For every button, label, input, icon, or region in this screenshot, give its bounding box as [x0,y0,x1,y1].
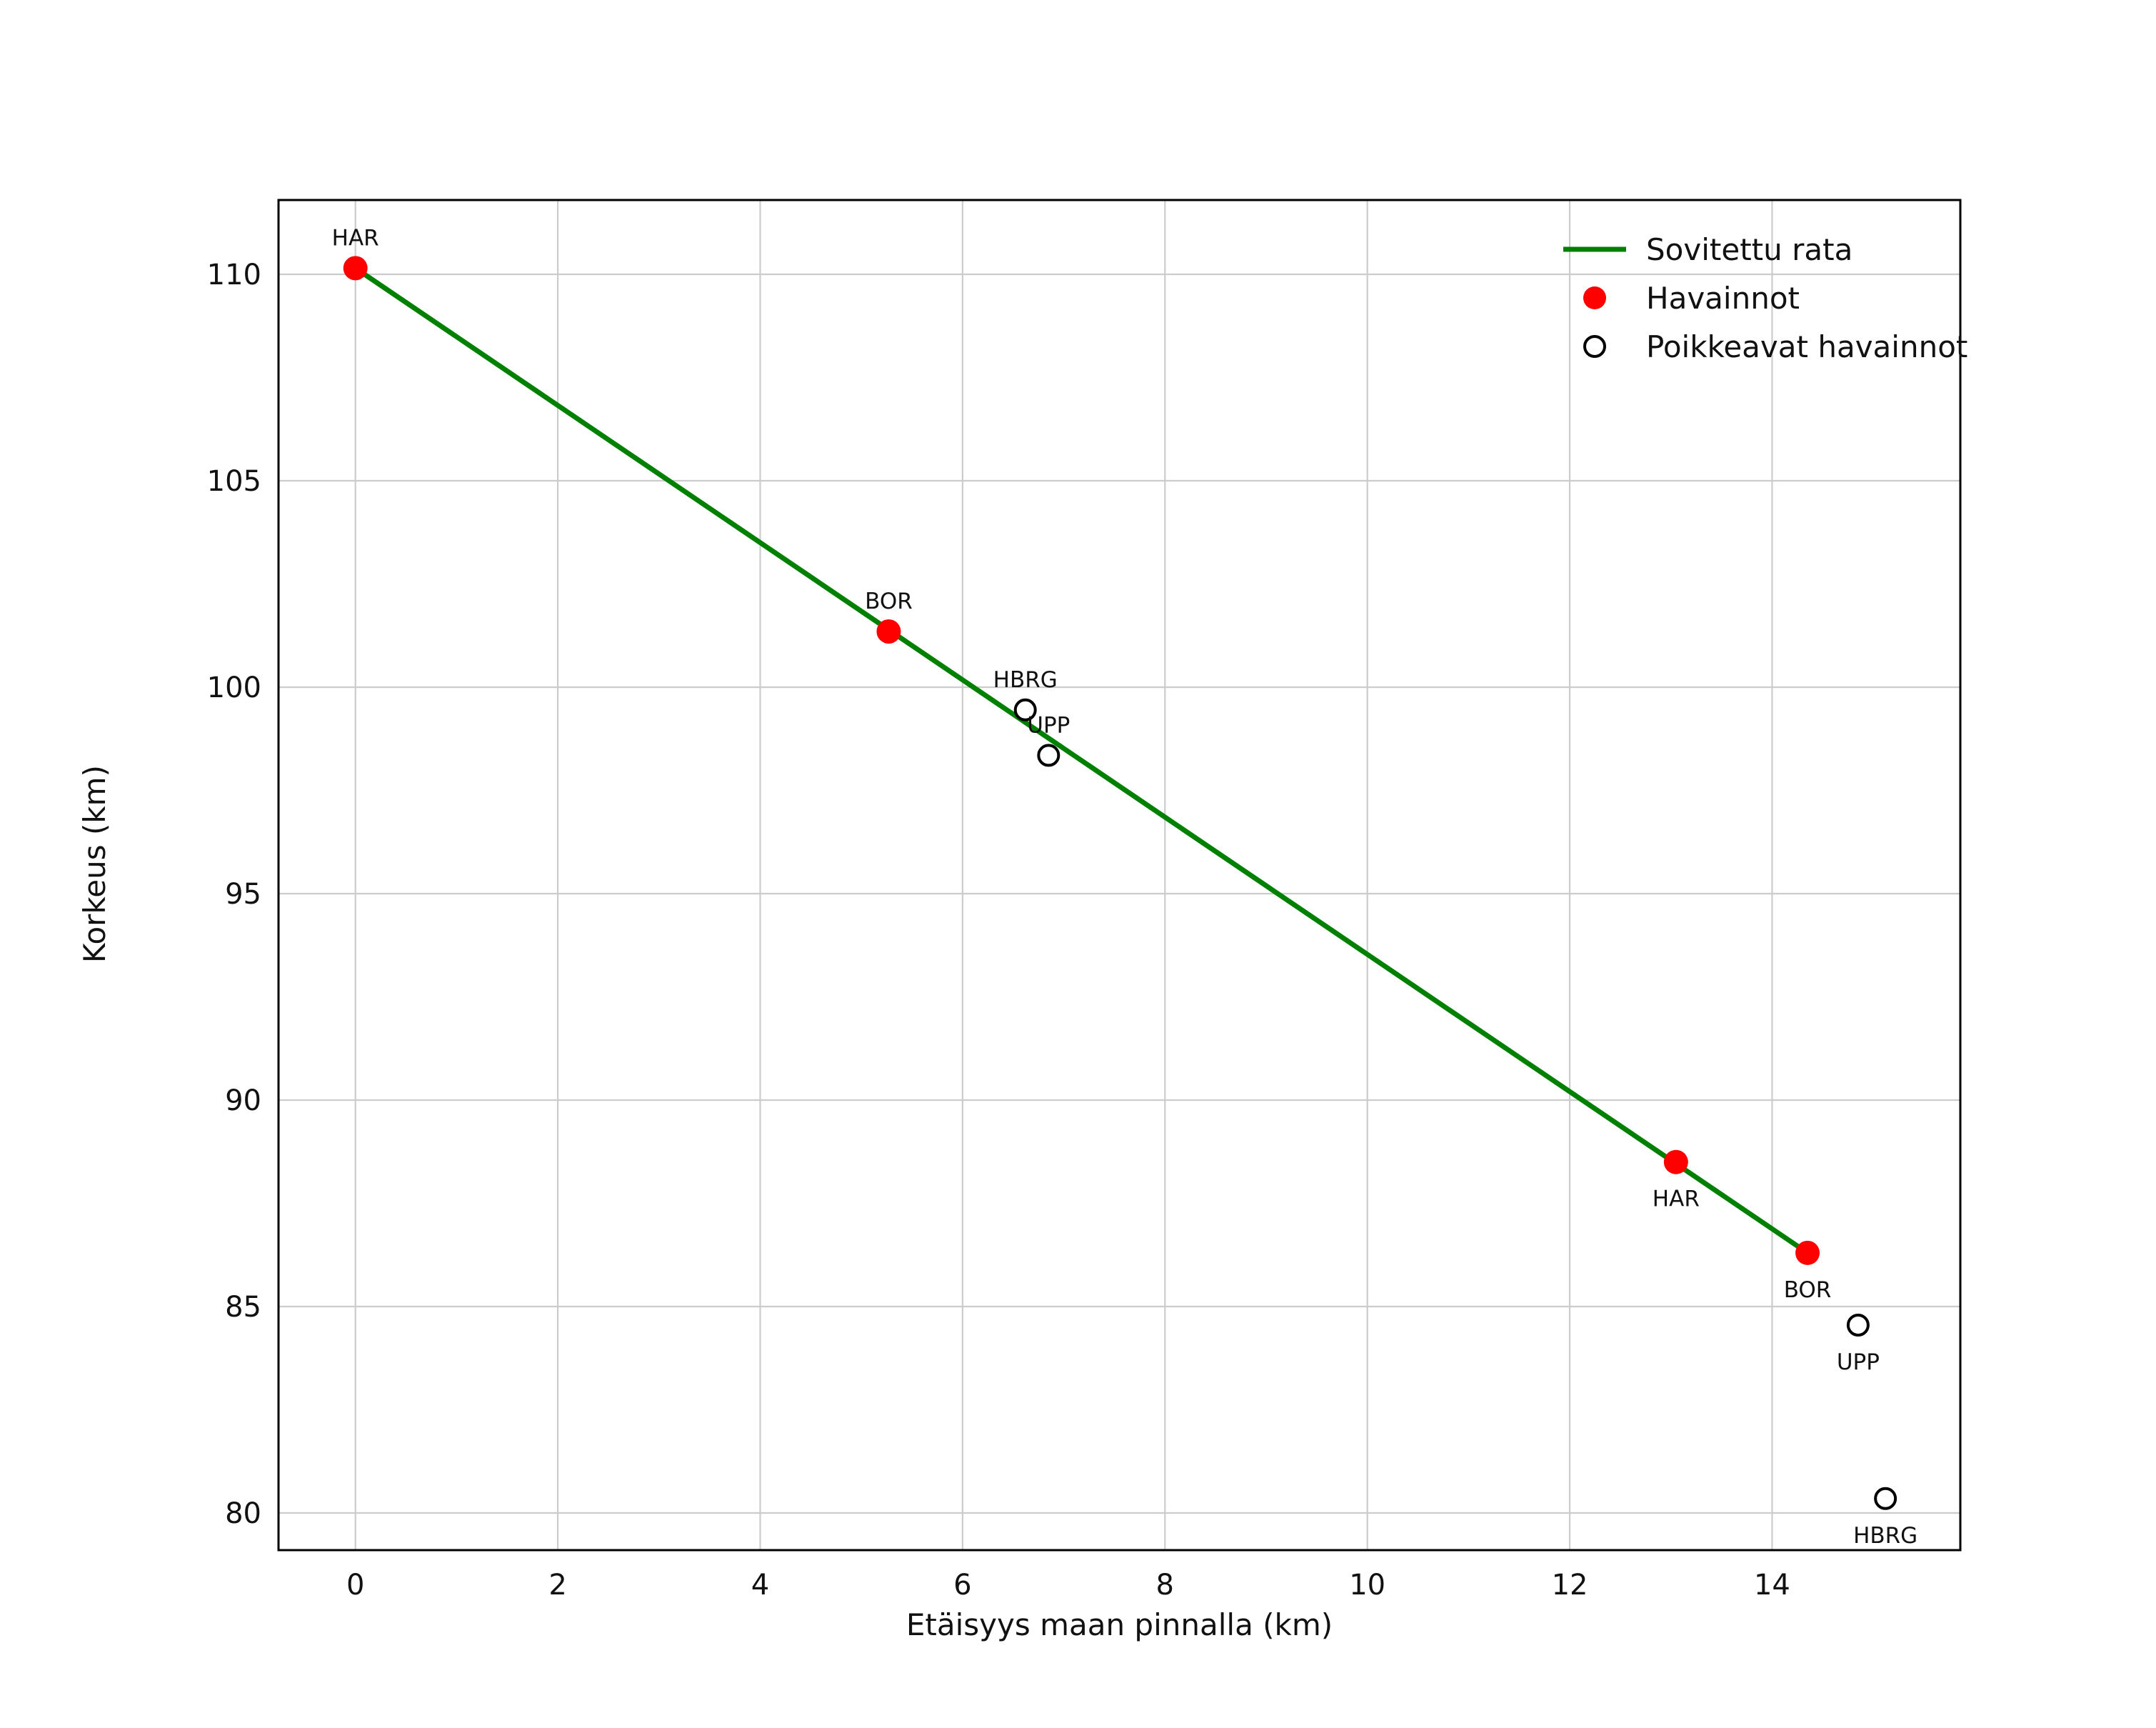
observation-point [1663,1149,1688,1174]
x-tick-label: 2 [548,1569,566,1602]
outlier-point [1846,1314,1870,1337]
x-tick-label: 8 [1156,1569,1174,1602]
station-label: HAR [332,225,379,251]
y-tick-label: 95 [225,878,261,911]
y-tick-label: 100 [207,671,261,704]
y-tick-label: 105 [207,465,261,498]
fitted-line [353,265,1810,1256]
legend-label-fit-line: Sovitettu rata [1646,231,1853,267]
y-tick-label: 80 [225,1497,261,1530]
x-axis-label: Etäisyys maan pinnalla (km) [906,1607,1333,1642]
legend-open-circle-sample [1583,335,1606,358]
station-label: HAR [1653,1187,1700,1212]
station-label: UPP [1837,1349,1880,1375]
station-label: UPP [1027,712,1070,738]
outlier-point [1013,698,1037,721]
x-tick-label: 14 [1754,1569,1790,1602]
y-tick-label: 85 [225,1291,261,1324]
observation-point [1795,1240,1820,1265]
legend-dot-sample [1583,286,1606,309]
y-tick-label: 90 [225,1084,261,1117]
x-tick-label: 4 [751,1569,769,1602]
station-label: HBRG [1853,1523,1917,1549]
x-tick-label: 0 [346,1569,364,1602]
observation-swatch-icon [1583,286,1606,309]
legend-item-outliers: Poikkeavat havainnot [1560,327,1967,366]
legend-label-outliers: Poikkeavat havainnot [1646,329,1968,364]
fit-line-swatch-icon [1563,246,1626,252]
plot-frame [277,199,1962,1552]
legend-item-fit-line: Sovitettu rata [1560,230,1967,269]
outlier-point [1874,1487,1897,1510]
x-tick-label: 6 [953,1569,971,1602]
legend-label-observations: Havainnot [1646,280,1800,316]
y-tick-label: 110 [207,259,261,291]
station-label: BOR [1784,1277,1832,1303]
station-label: HBRG [993,667,1058,693]
station-label: BOR [865,589,913,614]
x-tick-label: 10 [1349,1569,1385,1602]
y-axis-label: Korkeus (km) [77,765,112,963]
legend: Sovitettu rata Havainnot Poikkeavat hava… [1560,230,1967,366]
observation-point [876,619,901,644]
outlier-swatch-icon [1583,335,1606,358]
legend-item-observations: Havainnot [1560,279,1967,317]
observation-point [343,256,368,281]
x-tick-label: 12 [1552,1569,1588,1602]
outlier-point [1037,744,1061,767]
